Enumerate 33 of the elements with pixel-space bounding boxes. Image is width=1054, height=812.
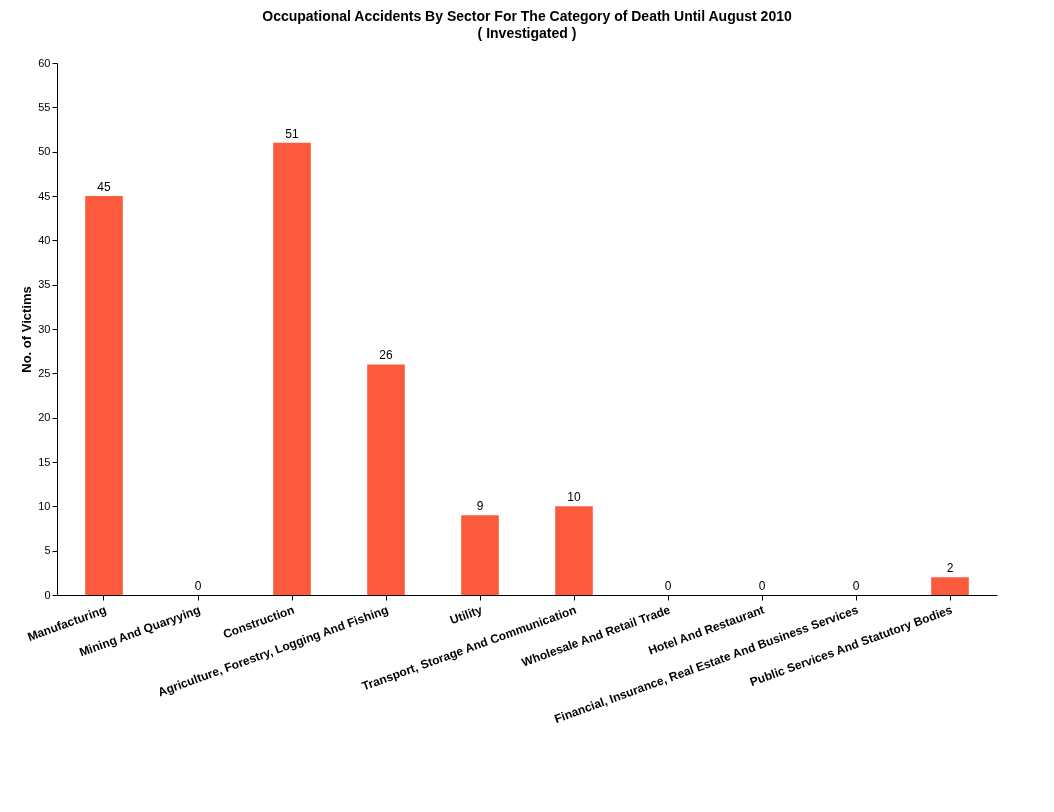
y-tick-label: 15 — [38, 455, 51, 468]
y-tick-label: 5 — [44, 544, 51, 557]
y-tick-label: 60 — [38, 56, 51, 69]
y-tick-label: 55 — [38, 100, 51, 113]
y-tick-label: 20 — [38, 411, 51, 424]
y-tick-label: 35 — [38, 278, 51, 291]
chart-subtitle: ( Investigated ) — [477, 25, 577, 41]
data-label: 0 — [852, 579, 860, 593]
y-tick-label: 10 — [38, 499, 51, 512]
data-label: 0 — [664, 579, 672, 593]
data-label: 0 — [758, 579, 766, 593]
y-tick-label: 25 — [38, 366, 51, 379]
y-tick-label: 30 — [38, 322, 51, 335]
data-label: 9 — [476, 499, 484, 514]
data-label: 45 — [97, 180, 111, 194]
data-label: 51 — [285, 126, 299, 141]
data-label: 2 — [946, 561, 954, 576]
x-tick-label: Utility — [447, 602, 485, 628]
y-axis-title: No. of Victims — [19, 286, 35, 373]
bar — [273, 142, 311, 595]
bar — [931, 577, 969, 595]
y-tick-label: 50 — [38, 145, 51, 158]
data-label: 0 — [194, 579, 202, 593]
chart-title: Occupational Accidents By Sector For The Category of Death Until August 2010 — [262, 8, 792, 24]
y-tick-label: 40 — [38, 233, 51, 246]
data-label: 26 — [379, 348, 393, 363]
bar — [367, 364, 405, 595]
bar — [555, 506, 593, 595]
bar — [461, 515, 499, 595]
y-tick-label: 0 — [44, 588, 51, 601]
data-label: 10 — [567, 490, 581, 505]
bar — [85, 196, 123, 595]
y-tick-label: 45 — [38, 189, 51, 202]
